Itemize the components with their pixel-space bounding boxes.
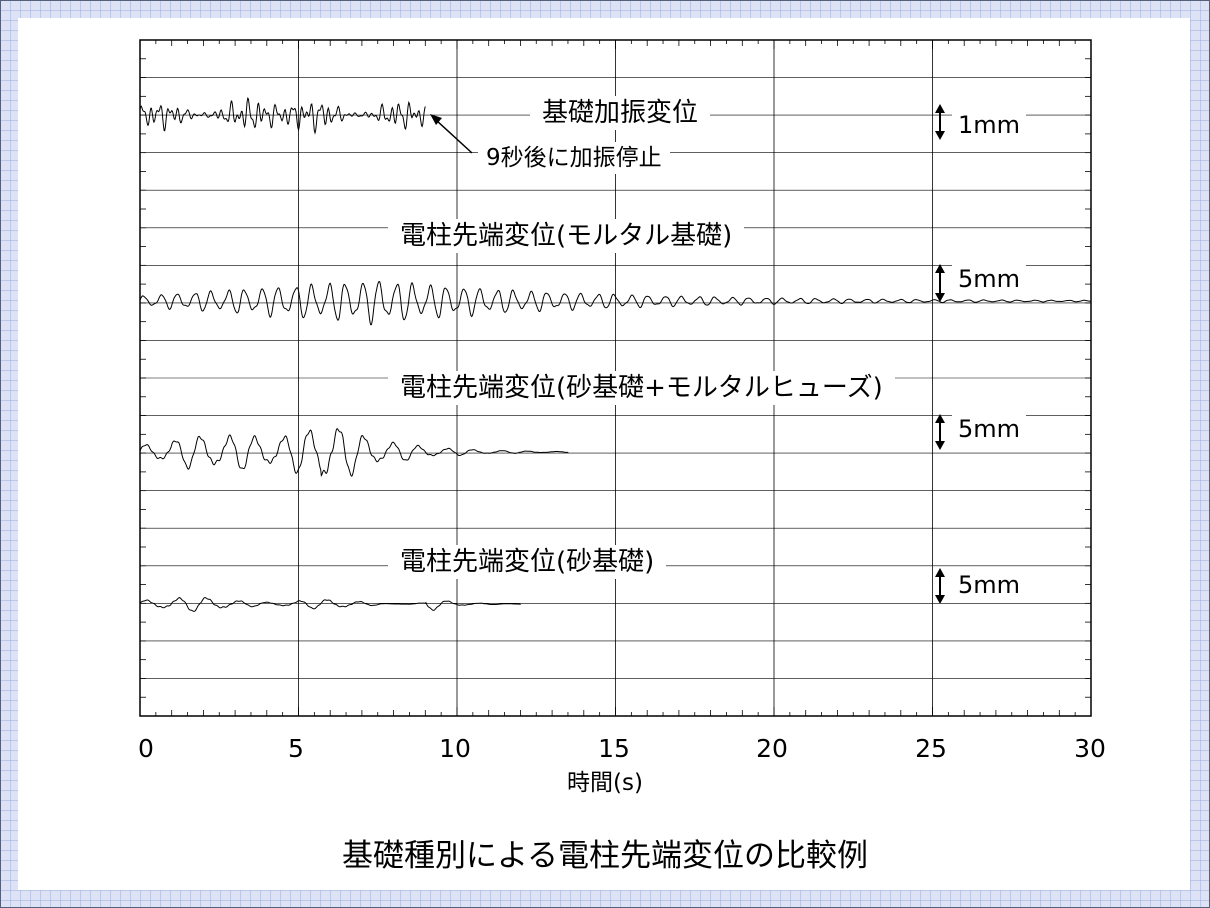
- chart-series: [139, 96, 1092, 612]
- stop-annotation: 9秒後に加振停止: [478, 142, 670, 174]
- series-line: [139, 428, 569, 477]
- series-label: 電柱先端変位(砂基礎+モルタルヒューズ): [388, 371, 895, 405]
- x-tick-label: 10: [439, 734, 471, 763]
- x-axis-label: 時間(s): [567, 770, 643, 796]
- scale-label: 1mm: [952, 110, 1027, 140]
- x-tick-label: 0: [138, 734, 154, 763]
- series-label: 基礎加振変位: [530, 96, 711, 130]
- scale-bars: [935, 104, 945, 604]
- x-tick-label: 5: [288, 734, 304, 763]
- series-line: [139, 597, 521, 612]
- series-label: 電柱先端変位(砂基礎): [388, 545, 667, 579]
- annotation-arrow: [430, 114, 473, 154]
- scale-label: 5mm: [952, 570, 1027, 600]
- scale-label: 5mm: [952, 414, 1027, 444]
- chart-title: 基礎種別による電柱先端変位の比較例: [341, 838, 869, 874]
- plot-border: [139, 39, 1092, 717]
- x-tick-label: 20: [756, 734, 788, 763]
- series-line: [139, 96, 426, 135]
- series-line: [139, 280, 1092, 326]
- x-tick-label: 25: [915, 734, 947, 763]
- scale-label: 5mm: [952, 264, 1027, 294]
- series-label: 電柱先端変位(モルタル基礎): [388, 219, 745, 253]
- x-tick-label: 30: [1074, 734, 1106, 763]
- x-tick-label: 15: [598, 734, 630, 763]
